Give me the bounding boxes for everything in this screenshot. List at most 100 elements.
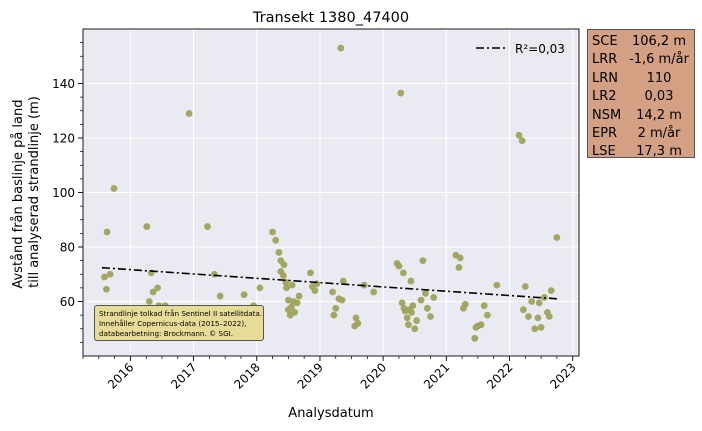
- data-point: [313, 280, 321, 288]
- y-axis-label: Avstånd från baslinje på land till analy…: [11, 95, 42, 288]
- statistics-box: SCE 106,2 m LRR -1,6 m/år LRN 110 LR2 0,03 N…: [587, 29, 695, 161]
- trend-line: [101, 266, 557, 300]
- data-point: [477, 321, 485, 329]
- data-point: [338, 296, 346, 304]
- data-point: [272, 236, 280, 244]
- data-point: [211, 270, 218, 278]
- data-point: [279, 272, 287, 280]
- data-point: [101, 273, 108, 281]
- y-tick-label: 100: [52, 186, 75, 200]
- data-point: [403, 314, 411, 322]
- stat-row-lr2: LR2 0,03: [592, 88, 694, 106]
- stat-row-epr: EPR 2 m/år: [592, 125, 694, 143]
- x-tick-label: 2020: [358, 360, 389, 391]
- data-point: [354, 319, 362, 327]
- data-point: [422, 289, 429, 297]
- stat-name: LR2: [592, 89, 617, 105]
- data-point: [288, 303, 295, 311]
- x-tick-label: 2022: [484, 360, 515, 391]
- credit-line: Innehåller Copernicus-data (2015–2022),: [99, 319, 247, 328]
- legend: R²=0,03: [476, 42, 565, 56]
- stat-value: 14,2 m: [636, 107, 682, 123]
- data-point: [405, 321, 412, 329]
- data-point: [102, 285, 110, 293]
- credit-line: databearbetning: Brockmann. © SGI.: [99, 329, 234, 338]
- x-axis-label: Analysdatum: [288, 406, 373, 421]
- data-point: [461, 300, 469, 308]
- data-point: [329, 288, 336, 296]
- y-axis: 60 80 100 120 140: [52, 42, 83, 343]
- x-tick-label: 2018: [231, 360, 262, 391]
- stat-value: -1,6 m/år: [629, 52, 689, 68]
- data-point: [408, 309, 415, 316]
- data-point: [518, 137, 526, 145]
- x-axis: 2016 2017 2018 2019 2020 2021 2022 2023: [82, 356, 579, 392]
- data-point: [534, 314, 542, 322]
- stat-row-lse: LSE 17,3 m: [592, 143, 694, 161]
- data-point: [480, 302, 488, 309]
- data-point: [293, 299, 301, 307]
- data-point: [397, 89, 405, 97]
- data-point: [154, 284, 161, 292]
- stat-value: 106,2 m: [631, 34, 686, 49]
- data-point: [256, 284, 264, 292]
- data-point: [417, 296, 425, 304]
- data-point: [337, 44, 345, 52]
- stat-value: 17,3 m: [636, 144, 682, 160]
- x-tick-label: 2019: [295, 360, 326, 391]
- data-point: [143, 223, 151, 230]
- y-tick-label: 120: [52, 132, 75, 146]
- x-tick-label: 2017: [168, 360, 199, 391]
- stat-row-lrr: LRR -1,6 m/år: [592, 51, 694, 69]
- data-point: [332, 304, 340, 312]
- data-point: [407, 277, 415, 285]
- stat-name: LRN: [592, 70, 618, 86]
- y-axis-label-line-1: Avstånd från baslinje på land: [11, 99, 26, 288]
- data-point: [553, 234, 561, 241]
- stat-name: LSE: [592, 144, 616, 160]
- stat-name: SCE: [592, 34, 618, 49]
- data-point: [295, 292, 303, 300]
- x-tick-label: 2021: [421, 360, 452, 391]
- data-point: [149, 288, 157, 296]
- data-point: [370, 288, 378, 296]
- data-point: [398, 299, 406, 307]
- stat-row-sce: SCE 106,2 m: [592, 33, 694, 51]
- data-point: [519, 306, 527, 314]
- data-point: [185, 110, 193, 117]
- data-point: [283, 284, 290, 292]
- data-point: [280, 261, 288, 269]
- stat-value: 110: [646, 70, 672, 86]
- stat-name: NSM: [592, 107, 622, 123]
- stat-name: LRR: [592, 52, 618, 68]
- data-point: [399, 269, 407, 277]
- x-tick-label: 2023: [547, 360, 578, 391]
- data-point: [288, 281, 296, 289]
- legend-label: R²=0,03: [515, 42, 565, 56]
- data-point: [307, 269, 314, 277]
- data-point: [411, 325, 419, 333]
- chart-title: Transekt 1380_47400: [252, 10, 409, 26]
- data-point: [525, 313, 532, 320]
- credit-line: Strandlinje tolkad från Sentinel II sate…: [99, 309, 263, 318]
- data-point: [291, 309, 299, 316]
- data-point: [103, 228, 111, 236]
- data-point: [423, 304, 431, 312]
- y-tick-label: 140: [52, 77, 75, 91]
- data-point: [106, 270, 114, 278]
- data-point: [535, 299, 543, 307]
- data-point: [352, 314, 360, 322]
- data-point: [339, 277, 347, 285]
- grid-lines: [83, 29, 579, 356]
- data-point: [395, 262, 403, 270]
- stat-value: 2 m/år: [637, 126, 681, 142]
- data-point: [413, 317, 421, 324]
- data-point: [204, 223, 211, 230]
- stat-row-lrn: LRN 110: [592, 70, 694, 88]
- data-point: [547, 287, 555, 294]
- data-point: [521, 283, 529, 290]
- data-point: [145, 298, 153, 305]
- data-point: [528, 298, 536, 305]
- x-tick-label: 2016: [105, 360, 136, 391]
